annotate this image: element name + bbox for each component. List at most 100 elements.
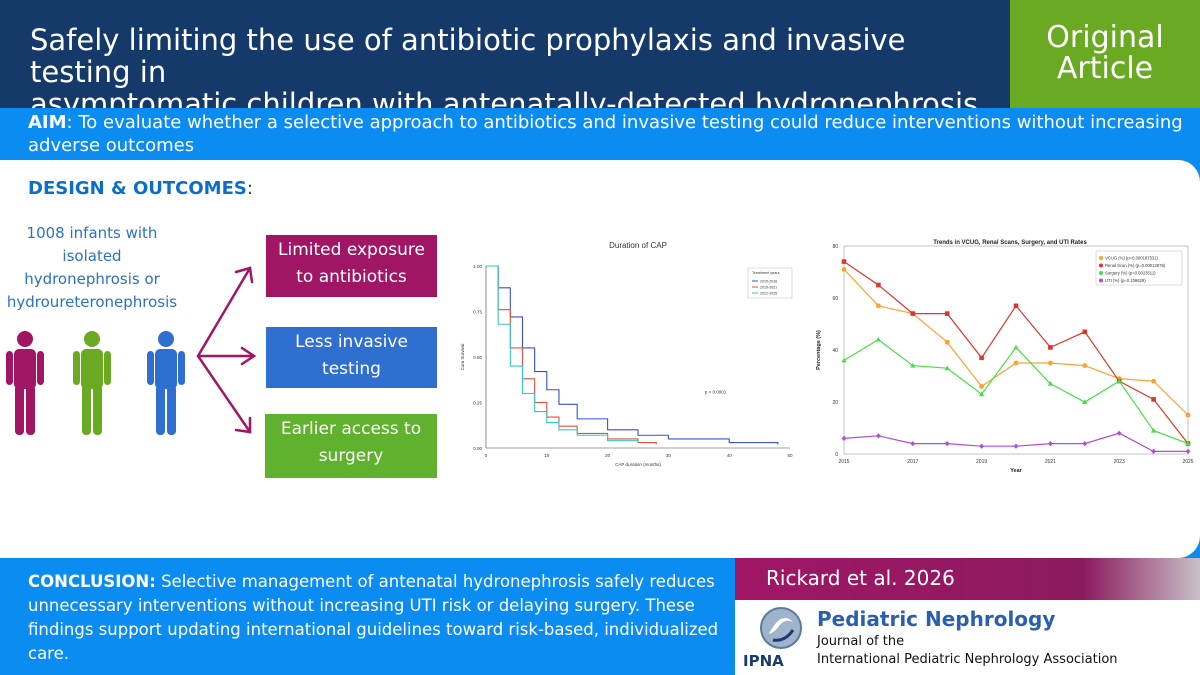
x-tick-label: 2017 [907, 459, 918, 465]
data-point [841, 267, 847, 272]
badge-line-2: Article [1056, 51, 1154, 86]
x-tick-label: 2021 [1045, 459, 1056, 465]
journal-branding: IPNA Pediatric Nephrology Journal of the… [735, 600, 1200, 675]
journal-subtitle-1: Journal of the [817, 634, 905, 649]
data-point [1116, 378, 1122, 384]
y-tick-label: 80 [832, 244, 838, 250]
data-point [1048, 360, 1053, 366]
person-icon [6, 331, 44, 435]
legend-entry: VCUG (%) (p=0.000187531) [1105, 256, 1159, 261]
y-tick-label: 0.25 [473, 401, 482, 406]
x-tick-label: 0 [485, 453, 488, 458]
legend-entry: 2015-2018 [760, 280, 777, 284]
aim-text: : To evaluate whether a selective approa… [28, 112, 1183, 156]
data-point [1185, 412, 1191, 418]
legend-swatch [1099, 256, 1103, 260]
data-point [910, 441, 916, 447]
x-tick-label: 2023 [1114, 459, 1125, 465]
infants-line: hydronephrosis or [24, 270, 160, 288]
data-point [1013, 344, 1019, 350]
badge-line-1: Original [1046, 20, 1164, 55]
design-panel: DESIGN & OUTCOMES: 1008 infants with iso… [0, 160, 1200, 558]
data-point [1185, 448, 1191, 454]
conclusion-label: CONCLUSION: [28, 572, 156, 591]
legend-swatch [1099, 263, 1103, 268]
data-point [1082, 329, 1088, 335]
y-tick-label: 20 [832, 400, 838, 406]
y-tick-label: 0.00 [473, 446, 482, 451]
data-point [1013, 443, 1019, 449]
infants-line: 1008 infants with [26, 224, 158, 242]
data-point [841, 357, 847, 363]
conclusion-line: Selective management of antenatal hydron… [155, 572, 715, 591]
data-point [1151, 378, 1156, 384]
data-point [876, 303, 881, 309]
arrow-up [196, 266, 252, 358]
design-colon: : [246, 178, 253, 199]
conclusion-line: care. [28, 644, 70, 663]
infants-line: isolated [62, 247, 122, 265]
legend-entry: Surgery (%) (p=0.0023511) [1105, 271, 1156, 276]
data-point [875, 336, 881, 342]
y-axis-label: Percentage (%) [816, 330, 822, 370]
data-point [944, 441, 950, 447]
legend-title: Treatment years [752, 271, 780, 275]
article-type-badge: Original Article [1010, 0, 1200, 108]
legend-entry: 2019-2021 [760, 286, 777, 290]
y-tick-label: 60 [832, 296, 838, 302]
journal-subtitle-2: International Pediatric Nephrology Assoc… [817, 652, 1118, 667]
conclusion-section: CONCLUSION: Selective management of ante… [0, 560, 735, 675]
data-point [876, 282, 881, 288]
x-tick-label: 30 [666, 453, 672, 458]
data-point [1185, 440, 1191, 446]
conclusion-line: unnecessary interventions without increa… [28, 596, 695, 615]
plot-frame [843, 245, 1189, 455]
chart-title: Trends in VCUG, Renal Scans, Surgery, an… [933, 240, 1087, 246]
ipna-logo-text: IPNA [743, 652, 784, 670]
data-point [876, 433, 881, 439]
legend-entry: UTI (%) (p=0.106629) [1105, 278, 1146, 283]
legend-entry: Renal Scan (%) (p=0.00012878) [1105, 263, 1166, 268]
outcome-line: surgery [318, 446, 384, 466]
data-point [979, 384, 984, 389]
data-point [979, 355, 984, 361]
citation: Rickard et al. 2026 [735, 558, 1200, 600]
outcome-testing: Less invasive testing [266, 327, 437, 388]
chart-title: Duration of CAP [609, 241, 667, 250]
person-icon [73, 331, 111, 435]
p-value-annotation: p < 0.0001 [705, 389, 727, 394]
cap-duration-chart: Duration of CAP 0.00 0.25 0.50 0.75 1.00 0 10 20… [452, 236, 802, 472]
y-tick-label: 40 [832, 348, 838, 354]
x-axis-label: CAP duration (months) [615, 462, 661, 467]
x-tick-label: 2025 [1182, 459, 1193, 465]
arrow-down [196, 354, 252, 434]
outcome-line: Limited exposure [278, 240, 425, 260]
x-tick-label: 2019 [976, 459, 987, 465]
person-icon [147, 331, 185, 435]
data-point [1082, 363, 1088, 368]
outcome-line: to antibiotics [296, 267, 407, 287]
design-label: DESIGN & OUTCOMES [28, 178, 247, 199]
outcome-arrows [196, 266, 257, 434]
data-point [841, 435, 847, 441]
data-point [944, 339, 950, 345]
data-point [979, 443, 984, 449]
infants-description: 1008 infants with isolated hydronephrosi… [2, 222, 182, 314]
survival-line [486, 265, 639, 443]
aim-label: AIM [28, 112, 67, 133]
y-axis-label: Cum Survival [460, 344, 465, 371]
data-point [1151, 427, 1157, 433]
outcome-line: Earlier access to [280, 419, 422, 439]
trends-chart: Trends in VCUG, Renal Scans, Surgery, an… [808, 232, 1198, 478]
outcome-line: testing [322, 359, 381, 379]
conclusion-line: findings support updating international … [28, 620, 719, 639]
x-tick-label: 2015 [838, 459, 849, 465]
legend-box [1095, 250, 1183, 286]
data-point [979, 391, 985, 397]
journal-title: Pediatric Nephrology [817, 607, 1056, 631]
x-tick-label: 20 [605, 453, 611, 458]
aim-section: AIM: To evaluate whether a selective app… [0, 108, 1200, 160]
data-point [944, 311, 950, 316]
legend-swatch [1099, 271, 1103, 275]
data-point [910, 362, 916, 368]
